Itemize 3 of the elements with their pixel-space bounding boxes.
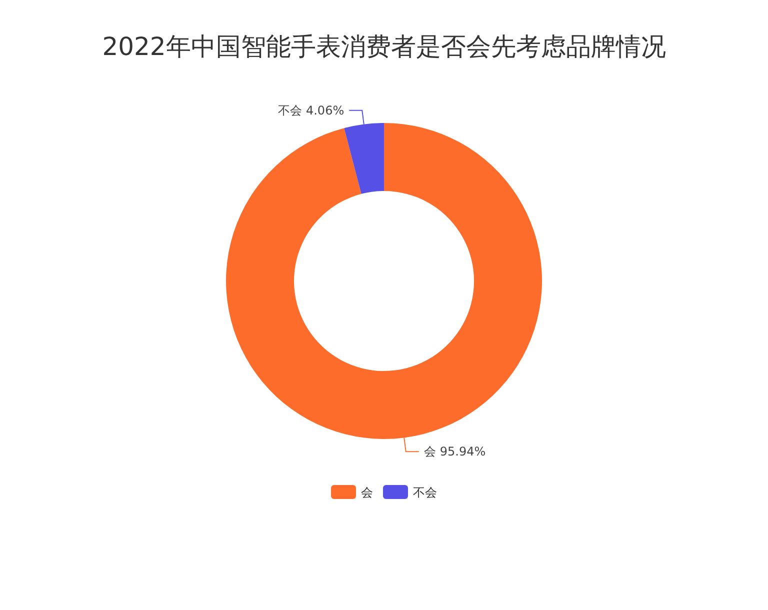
title: 2022年中国智能手表消费者是否会先考虑品牌情况 [102, 32, 666, 61]
legend-label: 不会 [413, 486, 437, 500]
legend-label: 会 [361, 486, 373, 500]
